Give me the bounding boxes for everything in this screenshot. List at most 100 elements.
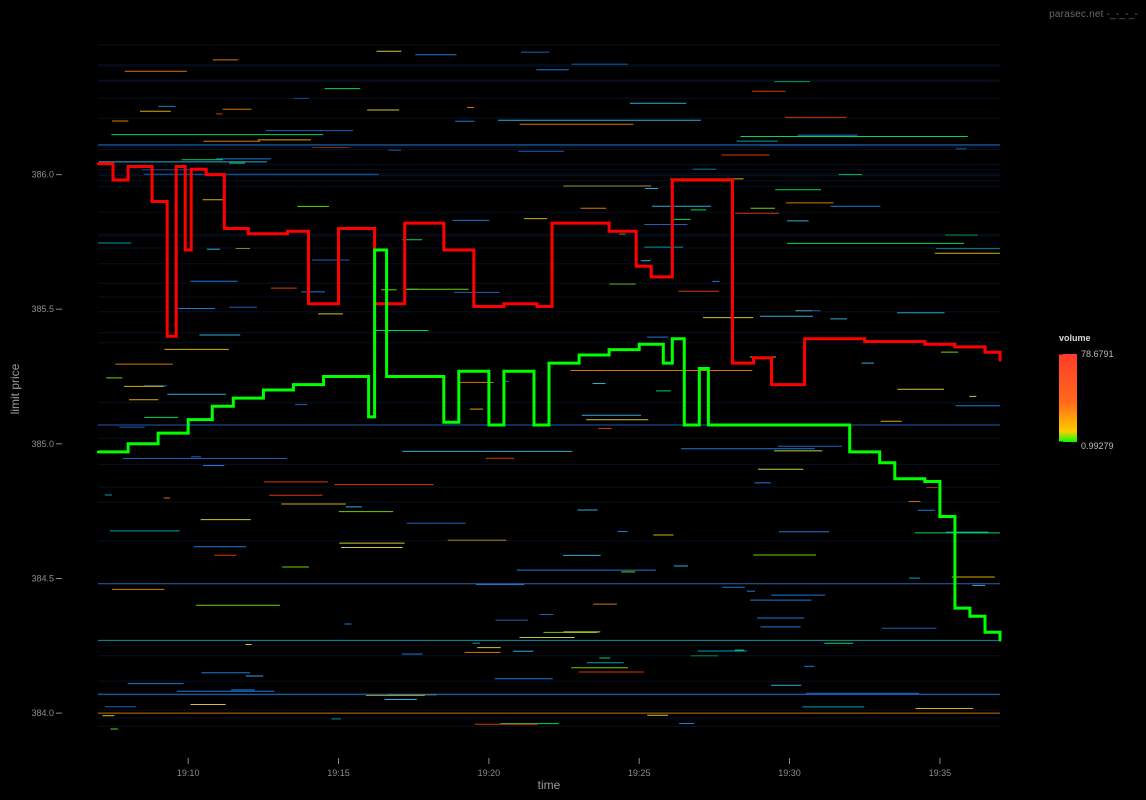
- series-line-ask: [98, 162, 1002, 387]
- series-point-bid: [698, 367, 701, 370]
- series-point-ask: [166, 335, 169, 338]
- series-point-bid: [923, 480, 926, 483]
- y-axis-title: limit price: [8, 363, 22, 414]
- axes: 384.0 384.5 385.0 385.5 386.0 19:10 19:15 19:20…: [31, 170, 951, 778]
- series-point-ask: [833, 337, 836, 340]
- series-point-ask: [223, 227, 226, 230]
- series-point-bid: [156, 431, 160, 435]
- series-point-ask: [803, 337, 806, 340]
- series-point-bid: [638, 343, 641, 346]
- series-point-bid: [292, 383, 295, 386]
- legend-title: volume: [1059, 333, 1091, 343]
- series-point-bid: [343, 375, 346, 378]
- series-point-bid: [577, 353, 581, 357]
- series-point-bid: [367, 415, 370, 419]
- series-point-ask: [698, 178, 701, 182]
- x-tick-label: 19:30: [778, 768, 801, 778]
- volume-legend: volume 78.6791 0.99279: [1059, 333, 1114, 451]
- series-point-ask: [190, 168, 193, 171]
- watermark: parasec.net -_-_-_-: [1049, 9, 1138, 20]
- series-point-bid: [878, 461, 881, 464]
- series-point-ask: [752, 356, 755, 359]
- series-point-bid: [211, 405, 214, 408]
- series-point-ask: [502, 302, 506, 305]
- x-tick-label: 19:35: [929, 768, 952, 778]
- series-point-bid: [938, 515, 942, 518]
- series-point-bid: [232, 396, 235, 400]
- y-tick-label: 385.5: [31, 304, 54, 314]
- series-point-bid: [502, 370, 506, 373]
- series-point-bid: [262, 388, 265, 392]
- series-point-bid: [126, 442, 130, 445]
- series-point-bid: [532, 423, 536, 427]
- series-point-ask: [442, 248, 445, 252]
- series-point-ask: [923, 343, 926, 346]
- series-point-ask: [286, 230, 289, 233]
- series-point-ask: [607, 230, 611, 233]
- series-point-ask: [150, 200, 154, 203]
- series-point-ask: [111, 178, 115, 182]
- series-point-bid: [983, 631, 987, 634]
- series-point-bid: [607, 348, 611, 351]
- series-point-bid: [373, 248, 376, 252]
- y-tick-label: 384.5: [31, 574, 54, 584]
- series-point-bid: [96, 450, 100, 454]
- series-point-ask: [770, 383, 773, 386]
- series-point-bid: [953, 606, 957, 610]
- series-point-bid: [412, 375, 415, 378]
- series-point-ask: [472, 305, 475, 308]
- series-point-bid: [788, 423, 791, 427]
- series-line-bid: [98, 248, 1002, 641]
- series-point-ask: [983, 351, 987, 354]
- series-point-ask: [126, 165, 130, 168]
- y-tick-label: 384.0: [31, 708, 54, 718]
- series-point-bid: [893, 477, 896, 480]
- legend-max-label: 78.6791: [1081, 349, 1114, 359]
- series-point-bid: [662, 361, 665, 365]
- series-lines: [96, 162, 1002, 642]
- series-point-ask: [998, 359, 1002, 362]
- series-point-bid: [968, 615, 972, 618]
- legend-min-label: 0.99279: [1081, 441, 1114, 451]
- series-point-ask: [650, 275, 653, 279]
- series-point-ask: [307, 302, 310, 305]
- series-point-ask: [731, 361, 734, 365]
- series-point-ask: [550, 221, 554, 225]
- series-point-ask: [535, 305, 539, 308]
- x-tick-label: 19:15: [327, 768, 350, 778]
- series-point-bid: [385, 375, 388, 378]
- order-book-levels: [98, 44, 1000, 730]
- series-point-bid: [487, 423, 491, 427]
- series-point-ask: [953, 345, 957, 349]
- x-tick-label: 19:25: [628, 768, 651, 778]
- x-axis-title: time: [538, 778, 561, 792]
- series-point-bid: [998, 639, 1002, 642]
- series-point-bid: [707, 423, 710, 427]
- x-tick-label: 19:20: [478, 768, 501, 778]
- series-point-bid: [442, 421, 445, 424]
- series-point-ask: [671, 178, 674, 182]
- y-tick-label: 386.0: [31, 170, 54, 180]
- series-point-ask: [184, 248, 187, 252]
- series-point-ask: [896, 340, 899, 343]
- legend-colorbar: [1059, 354, 1077, 442]
- series-point-ask: [635, 265, 638, 268]
- series-point-bid: [547, 361, 551, 365]
- series-point-bid: [728, 423, 731, 427]
- series-point-ask: [577, 221, 581, 225]
- series-point-ask: [863, 340, 866, 343]
- series-point-bid: [683, 423, 686, 427]
- series-point-ask: [337, 227, 340, 230]
- series-point-bid: [322, 375, 325, 378]
- x-tick-label: 19:10: [177, 768, 200, 778]
- series-point-bid: [848, 450, 851, 454]
- series-point-ask: [175, 165, 178, 168]
- series-point-ask: [403, 221, 406, 225]
- y-tick-label: 385.0: [31, 439, 54, 449]
- series-point-ask: [205, 173, 208, 176]
- series-point-ask: [96, 162, 100, 165]
- series-point-bid: [671, 337, 674, 340]
- series-point-bid: [457, 370, 460, 373]
